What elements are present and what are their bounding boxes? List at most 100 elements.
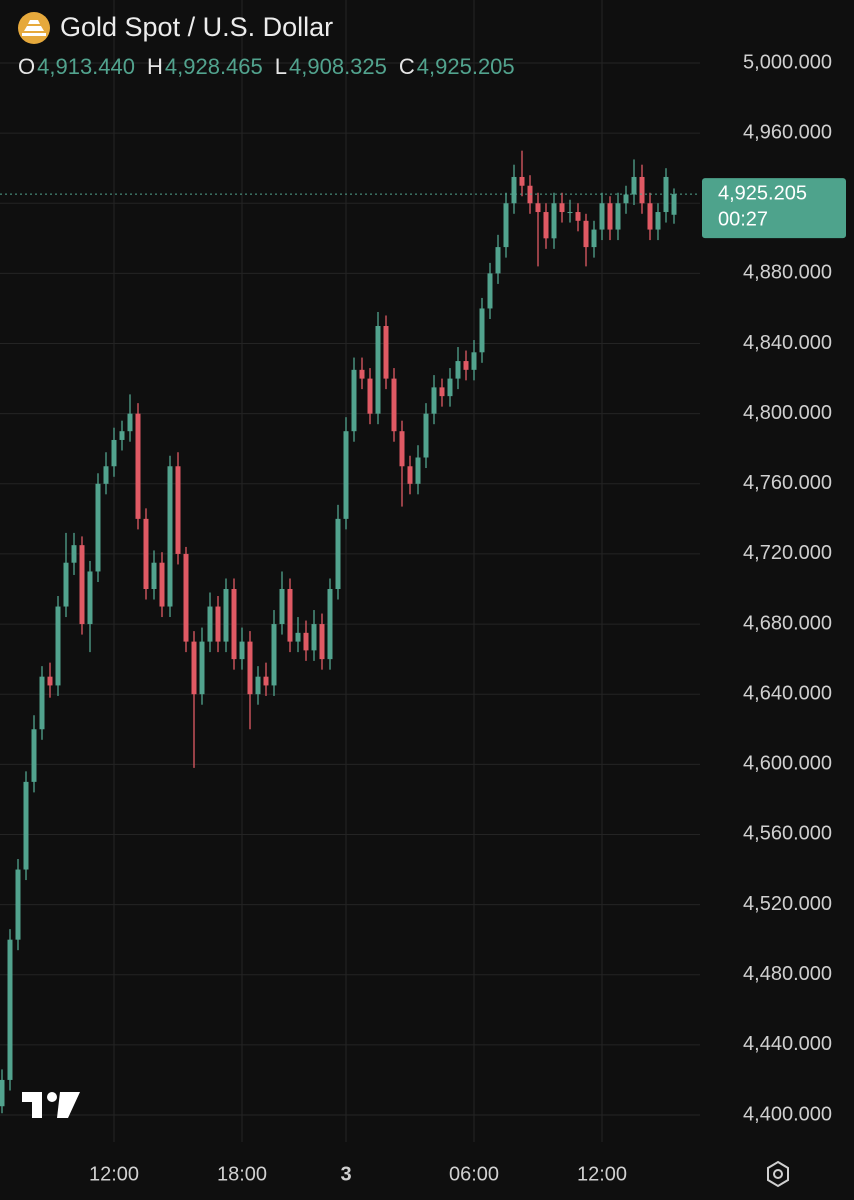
logo-part — [47, 1092, 57, 1102]
candle-body — [559, 203, 565, 213]
y-tick-label: 4,760.000 — [743, 472, 832, 494]
candle-body — [63, 562, 69, 607]
candle-body — [239, 641, 245, 660]
countdown-label: 00:27 — [718, 208, 768, 230]
candle-body — [47, 676, 53, 686]
candle-body — [375, 326, 381, 414]
x-tick-label: 3 — [340, 1163, 351, 1185]
candle-body — [319, 624, 325, 660]
candle-body — [191, 641, 197, 695]
ohlc-key: L — [275, 54, 287, 79]
candle-body — [647, 203, 653, 230]
candle-body — [39, 676, 45, 730]
candle-body — [159, 562, 165, 607]
y-tick-label: 4,880.000 — [743, 262, 832, 284]
candle-body — [607, 203, 613, 230]
candle-body — [407, 466, 413, 484]
candle-body — [599, 203, 605, 230]
candle-body — [215, 606, 221, 642]
candle-body — [287, 589, 293, 642]
symbol-icon-bars — [22, 20, 46, 36]
candle-body — [295, 632, 301, 642]
candle-body — [55, 606, 61, 686]
candle-body — [471, 352, 477, 370]
y-tick-label: 4,680.000 — [743, 612, 832, 634]
candle-body — [583, 220, 589, 248]
candle-body — [367, 378, 373, 414]
x-tick-label: 06:00 — [449, 1163, 499, 1185]
ohlc-value: 4,925.205 — [417, 54, 515, 79]
candle-body — [591, 229, 597, 248]
ohlc-value: 4,928.465 — [165, 54, 263, 79]
tradingview-logo — [22, 1092, 80, 1118]
candle-body — [519, 176, 525, 186]
candle-body — [71, 545, 77, 563]
y-tick-label: 4,440.000 — [743, 1033, 832, 1055]
candle-body — [199, 641, 205, 695]
candle-body — [223, 589, 229, 642]
last-price-tag — [702, 178, 846, 239]
candle-body — [303, 632, 309, 651]
candle-body — [207, 606, 213, 642]
ohlc-key: C — [399, 54, 415, 79]
candle-body — [271, 624, 277, 686]
candle-body — [0, 1079, 5, 1107]
y-tick-label: 5,000.000 — [743, 51, 832, 73]
candle-body — [479, 308, 485, 353]
candle-body — [119, 431, 125, 440]
candle-body — [87, 571, 93, 625]
candle-body — [255, 676, 261, 695]
candle-body — [231, 589, 237, 660]
y-tick-label: 4,960.000 — [743, 121, 832, 143]
candle-body — [7, 939, 13, 1080]
candle-body — [327, 589, 333, 660]
candle-body — [175, 466, 181, 554]
logo-part — [57, 1092, 80, 1118]
y-tick-label: 4,640.000 — [743, 682, 832, 704]
settings-icon-center — [773, 1169, 783, 1179]
candle-body — [615, 203, 621, 230]
candle-body — [15, 869, 21, 940]
candle-body — [135, 413, 141, 519]
candle-body — [183, 553, 189, 642]
x-tick-label: 18:00 — [217, 1163, 267, 1185]
candle-body — [655, 212, 661, 230]
settings-icon[interactable] — [767, 1160, 789, 1188]
y-tick-label: 4,600.000 — [743, 753, 832, 775]
candle-body — [431, 387, 437, 414]
ohlc-key: O — [18, 54, 35, 79]
ohlc-value: 4,908.325 — [289, 54, 387, 79]
candle-body — [247, 641, 253, 695]
x-tick-label: 12:00 — [577, 1163, 627, 1185]
candle-body — [31, 729, 37, 782]
candle-body — [439, 387, 445, 397]
y-tick-label: 4,800.000 — [743, 402, 832, 424]
candle-body — [511, 176, 517, 204]
candle-body — [151, 562, 157, 589]
settings-button[interactable] — [767, 1160, 789, 1188]
candle-body — [447, 378, 453, 397]
candle-body — [383, 326, 389, 379]
candle-body — [575, 212, 581, 221]
candle-body — [359, 369, 365, 379]
candle-body — [463, 361, 469, 370]
ohlc-value: 4,913.440 — [37, 54, 135, 79]
y-tick-label: 4,560.000 — [743, 823, 832, 845]
candle-body — [399, 431, 405, 467]
candle-body — [351, 369, 357, 432]
y-tick-label: 4,520.000 — [743, 893, 832, 915]
grid-layer — [0, 0, 700, 1142]
y-tick-label: 4,720.000 — [743, 542, 832, 564]
candle-body — [623, 194, 629, 204]
candle-body — [95, 483, 101, 572]
candle-body — [543, 212, 549, 239]
y-tick-label: 4,480.000 — [743, 963, 832, 985]
candles — [0, 150, 677, 1114]
candle-body — [143, 518, 149, 589]
chart-title: Gold Spot / U.S. Dollar — [60, 12, 333, 42]
candle-body — [279, 589, 285, 625]
candle-body — [503, 203, 509, 248]
candle-body — [495, 247, 501, 274]
